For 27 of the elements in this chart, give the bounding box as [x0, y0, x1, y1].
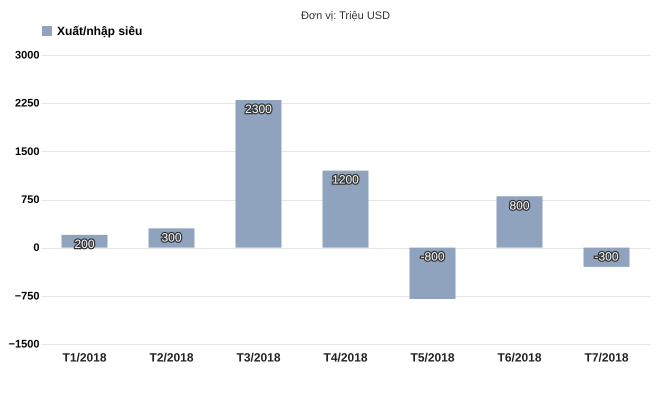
- data-label: 800: [509, 198, 530, 212]
- y-tick-label: 3000: [15, 50, 40, 62]
- bar: [236, 100, 282, 248]
- y-tick-label: 0: [33, 242, 40, 254]
- bar: [496, 196, 542, 248]
- chart-title: Đơn vị: Triệu USD: [300, 10, 390, 22]
- y-tick-label: −750: [14, 290, 40, 302]
- y-tick-label: 2250: [15, 98, 40, 110]
- data-label: 1200: [332, 172, 360, 187]
- y-tick-label: 750: [21, 194, 40, 206]
- y-tick-label: 1500: [15, 146, 40, 158]
- legend-label: Xuất/nhập siêu: [57, 24, 142, 38]
- data-label: 300: [161, 230, 182, 244]
- x-tick-label: T2/2018: [149, 350, 194, 364]
- bar: [410, 248, 456, 300]
- bar: [322, 170, 368, 248]
- y-tick-label: −1500: [8, 338, 40, 350]
- data-label: -800: [420, 250, 445, 264]
- data-label: 2300: [245, 102, 272, 116]
- data-label: -300: [594, 250, 619, 264]
- x-tick-label: T1/2018: [62, 350, 107, 364]
- x-tick-label: T5/2018: [410, 350, 455, 364]
- data-label: 200: [74, 236, 95, 251]
- x-tick-label: T3/2018: [236, 350, 281, 364]
- x-tick-label: T6/2018: [497, 350, 542, 364]
- x-tick-label: T4/2018: [323, 350, 368, 364]
- x-tick-label: T7/2018: [584, 350, 629, 364]
